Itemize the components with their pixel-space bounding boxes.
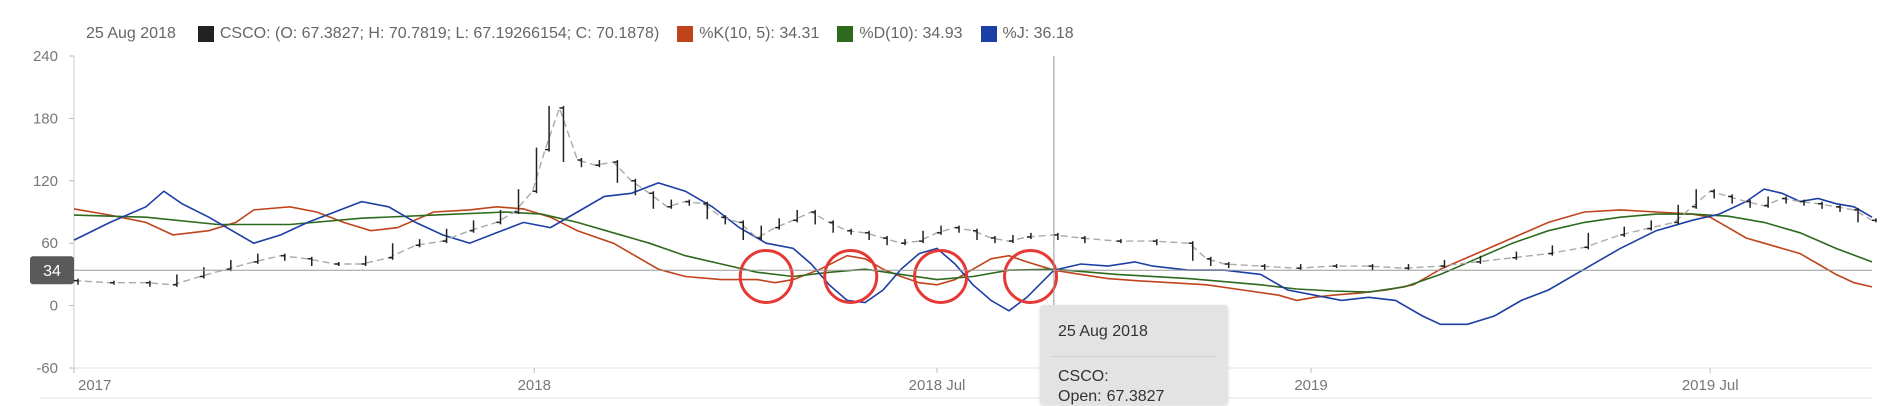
series-line-d [73,211,1873,293]
chart-series [73,105,1877,326]
y-tick-label: 240 [33,48,58,65]
legend-label-csco: CSCO: (O: 67.3827; H: 70.7819; L: 67.192… [219,25,660,42]
highlight-circle [738,248,794,304]
legend-label-d: %D(10): 34.93 [859,25,963,42]
legend-swatch-k [677,26,694,42]
highlight-circle [1003,248,1059,304]
x-tick-label: 2017 [78,377,111,394]
legend-swatch-d [837,26,854,42]
legend-item-csco[interactable]: CSCO: (O: 67.3827; H: 70.7819; L: 67.192… [197,25,660,43]
y-tick-label: 60 [41,235,58,252]
x-tick-label: 2018 Jul [909,377,966,394]
x-tick-label: 2019 Jul [1682,377,1739,394]
x-axis: 2017 2018 2018 Jul 2019 2019 Jul [73,368,1739,394]
tooltip-open-label: Open: [1058,388,1102,405]
crosshair-value-badge [30,256,74,285]
x-tick-label: 2019 [1294,377,1327,394]
y-tick-label: -60 [36,360,58,377]
y-axis: -60 0 60 120 180 240 [33,48,74,377]
y-tick-label: 0 [50,298,58,315]
tooltip-series: CSCO: [1058,368,1109,385]
legend-item-k[interactable]: %K(10, 5): 34.31 [677,25,819,43]
tooltip-open-value: 67.3827 [1106,388,1165,405]
highlight-circle [913,248,969,304]
y-tick-label: 180 [33,110,58,127]
legend-label-j: %J: 36.18 [1002,25,1074,42]
highlight-circle [823,248,879,304]
tooltip-divider [1052,356,1216,357]
tooltip: 25 Aug 2018 CSCO: Open: 67.3827 [1040,305,1228,405]
legend-swatch-csco [197,26,214,42]
legend-item-j[interactable]: %J: 36.18 [980,25,1074,43]
x-tick-label: 2018 [518,377,551,394]
chart-grid [40,56,1872,399]
y-tick-label: 120 [33,173,58,190]
legend-swatch-j [980,26,997,42]
chart-annotations [738,248,1059,304]
legend-label-k: %K(10, 5): 34.31 [699,25,820,42]
series-line-j [73,182,1873,326]
crosshair-value-label: 34 [43,263,61,280]
legend-item-d[interactable]: %D(10): 34.93 [837,25,963,43]
tooltip-open: Open: 67.3827 [1058,388,1164,406]
chart-legend: 25 Aug 2018 CSCO: (O: 67.3827; H: 70.781… [86,23,1092,45]
series-line-k [73,205,1873,302]
legend-date: 25 Aug 2018 [86,25,176,42]
tooltip-date: 25 Aug 2018 [1058,323,1148,340]
